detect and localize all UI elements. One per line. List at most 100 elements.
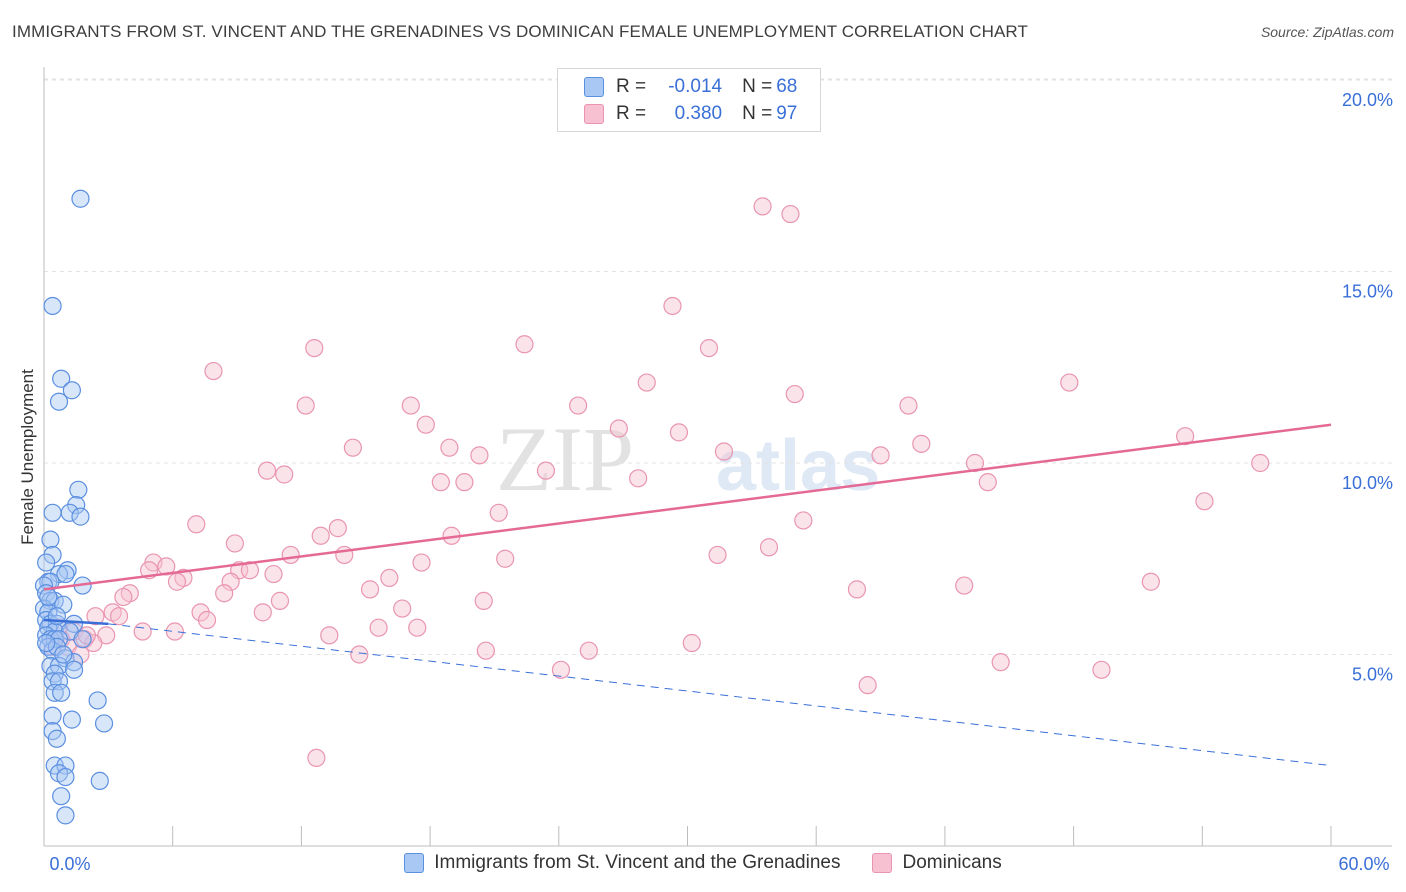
- data-point: [204, 361, 223, 381]
- data-point: [264, 564, 283, 584]
- data-point: [401, 396, 420, 415]
- data-point: [94, 714, 114, 733]
- legend-label-immigrants: Immigrants from St. Vincent and the Gren…: [434, 852, 841, 873]
- trend-line-immigrants-dashed: [108, 623, 1332, 767]
- data-point: [1251, 453, 1270, 473]
- data-point: [225, 534, 245, 553]
- data-point: [912, 434, 931, 453]
- legend-swatch-pink: [872, 853, 893, 873]
- data-point: [343, 438, 362, 457]
- x-tick-label-start: 0.0%: [49, 854, 90, 874]
- data-point: [54, 645, 73, 664]
- data-point: [88, 691, 107, 710]
- data-point: [794, 511, 813, 530]
- data-point: [275, 465, 294, 484]
- data-point: [257, 461, 277, 480]
- legend-item-immigrants[interactable]: Immigrants from St. Vincent and the Gren…: [404, 852, 840, 874]
- y-tick-labels: 5.0% 10.0% 15.0% 20.0%: [1342, 90, 1393, 685]
- x-tick-label-end: 60.0%: [1338, 854, 1389, 874]
- data-point: [305, 339, 324, 358]
- legend-row-dominicans: R = 0.380 N = 97: [584, 102, 797, 126]
- data-point: [49, 672, 69, 691]
- immigrants-points: [34, 189, 114, 825]
- legend-r-label: R =: [616, 76, 647, 97]
- data-point: [43, 296, 62, 316]
- data-point: [455, 473, 474, 492]
- legend-swatch-pink: [584, 104, 604, 124]
- data-point: [37, 633, 56, 653]
- data-point: [470, 446, 489, 465]
- data-point: [311, 526, 330, 545]
- data-point: [476, 641, 495, 660]
- y-tick-label: 10.0%: [1342, 473, 1393, 493]
- legend-label-dominicans: Dominicans: [902, 852, 1002, 873]
- legend-row-immigrants: R = -0.014 N = 68: [584, 75, 797, 99]
- legend-n-label: N =: [742, 103, 773, 124]
- data-point: [52, 683, 71, 702]
- data-point: [133, 622, 152, 641]
- legend-r-label: R =: [616, 103, 647, 124]
- source-label: Source: ZipAtlas.com: [1260, 24, 1394, 40]
- data-point: [569, 396, 588, 415]
- data-point: [47, 729, 66, 748]
- data-point: [991, 653, 1010, 672]
- data-point: [215, 584, 234, 603]
- data-point: [1141, 572, 1160, 591]
- data-point: [663, 296, 682, 316]
- data-point: [955, 576, 974, 595]
- trend-line-dominicans: [43, 423, 1332, 591]
- data-point: [1060, 373, 1079, 392]
- data-point: [56, 806, 75, 825]
- data-point: [41, 530, 60, 549]
- data-point: [474, 591, 493, 610]
- data-point: [43, 503, 62, 522]
- trend-lines: [43, 423, 1332, 767]
- data-point: [90, 771, 109, 790]
- data-point: [753, 197, 772, 216]
- data-point: [629, 469, 648, 488]
- data-point: [440, 438, 459, 457]
- data-point: [43, 706, 62, 725]
- legend-item-dominicans[interactable]: Dominicans: [872, 852, 1002, 874]
- legend-n-label: N =: [742, 76, 773, 97]
- data-point: [380, 568, 399, 588]
- data-point: [69, 480, 88, 499]
- data-point: [899, 396, 918, 415]
- data-point: [253, 603, 272, 622]
- data-point: [109, 607, 129, 626]
- data-point: [609, 419, 628, 438]
- data-point: [270, 591, 290, 610]
- data-point: [536, 461, 556, 480]
- data-point: [708, 545, 727, 565]
- data-point: [221, 572, 240, 591]
- data-point: [759, 538, 779, 557]
- data-point: [1195, 492, 1214, 511]
- legend-swatch-blue: [584, 77, 604, 97]
- data-point: [296, 396, 315, 415]
- data-point: [64, 660, 84, 679]
- data-point: [781, 204, 800, 224]
- data-point: [320, 626, 339, 645]
- data-point: [71, 507, 90, 526]
- dominicans-points: [43, 197, 1270, 768]
- legend-n-value: 68: [776, 76, 798, 97]
- data-point: [369, 618, 388, 637]
- data-point: [858, 676, 877, 695]
- data-point: [328, 519, 347, 538]
- chart-title: IMMIGRANTS FROM ST. VINCENT AND THE GREN…: [12, 22, 1028, 41]
- data-point: [496, 549, 515, 568]
- y-tick-label: 5.0%: [1352, 665, 1393, 685]
- data-point: [307, 748, 326, 768]
- data-point: [54, 595, 73, 614]
- correlation-legend: R = -0.014 N = 68 R = 0.380 N = 97: [557, 68, 821, 132]
- data-point: [785, 384, 804, 404]
- data-point: [281, 545, 300, 565]
- data-point: [637, 373, 656, 392]
- watermark: ZIP atlas: [496, 408, 880, 510]
- data-point: [669, 423, 689, 442]
- data-point: [114, 587, 133, 607]
- legend-n-value: 97: [776, 103, 798, 124]
- data-point: [682, 633, 701, 653]
- data-point: [412, 553, 431, 572]
